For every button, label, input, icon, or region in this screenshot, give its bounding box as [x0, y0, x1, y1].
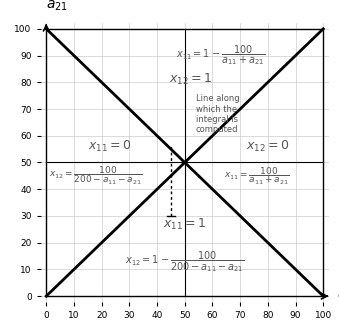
Text: $x_{12} = 1$: $x_{12} = 1$	[168, 72, 212, 87]
Text: $a_{21}$: $a_{21}$	[46, 0, 68, 13]
Text: Line along
which the
integral is
computed: Line along which the integral is compute…	[196, 94, 239, 134]
Text: $x_{12} = \dfrac{100}{200-a_{11}-a_{21}}$: $x_{12} = \dfrac{100}{200-a_{11}-a_{21}}…	[49, 165, 143, 187]
Text: $x_{11} = 1$: $x_{11} = 1$	[163, 216, 206, 231]
Text: $x_{12} = 1 - \dfrac{100}{200-a_{11}-a_{21}}$: $x_{12} = 1 - \dfrac{100}{200-a_{11}-a_{…	[125, 249, 244, 274]
Text: $x_{12} = 0$: $x_{12} = 0$	[246, 139, 290, 154]
Text: $x_{11} = \dfrac{100}{a_{11}+a_{21}}$: $x_{11} = \dfrac{100}{a_{11}+a_{21}}$	[223, 165, 289, 187]
Text: $x_{11} = 0$: $x_{11} = 0$	[88, 139, 132, 154]
Text: $x_{11} = 1 - \dfrac{100}{a_{11}+a_{21}}$: $x_{11} = 1 - \dfrac{100}{a_{11}+a_{21}}…	[176, 44, 265, 67]
Text: $a_{11}$: $a_{11}$	[337, 289, 339, 304]
